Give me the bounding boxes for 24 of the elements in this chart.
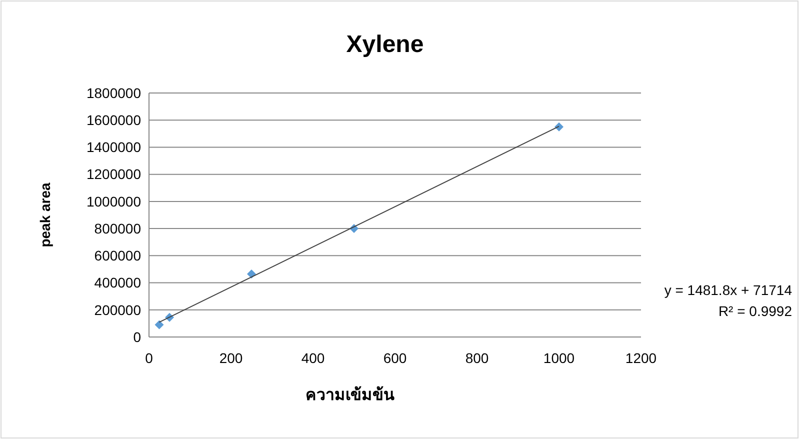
x-tick-label: 200 (219, 350, 243, 366)
y-tick-label: 800000 (94, 220, 142, 236)
y-tick-label: 1200000 (86, 166, 142, 182)
x-tick-label: 1000 (543, 350, 575, 366)
y-tick-label: 1000000 (86, 193, 142, 210)
point (247, 269, 256, 278)
chart-title: Xylene (346, 31, 424, 58)
y-tick-label: 600000 (94, 248, 142, 264)
x-tick-label: 800 (465, 350, 489, 366)
y-tick-label: 0 (133, 328, 142, 345)
x-tick-label: 600 (383, 350, 407, 366)
y-tick-label: 400000 (94, 274, 142, 291)
text: R² = 0.9992 (718, 303, 792, 319)
y-tick-label: 1800000 (86, 84, 142, 101)
x-tick-label: 0 (145, 350, 154, 366)
y-tick-label: 200000 (94, 302, 142, 318)
y-axis-title: peak area (37, 182, 53, 248)
text: y = 1481.8x + 71714 (664, 282, 792, 298)
x-tick-label: 1200 (625, 350, 657, 366)
y-tick-label: 1400000 (86, 139, 142, 156)
y-tick-label: 1600000 (86, 112, 142, 128)
point (154, 320, 164, 330)
x-axis-title: ความเข้มข้น (306, 386, 394, 404)
x-tick-label: 400 (301, 350, 325, 366)
